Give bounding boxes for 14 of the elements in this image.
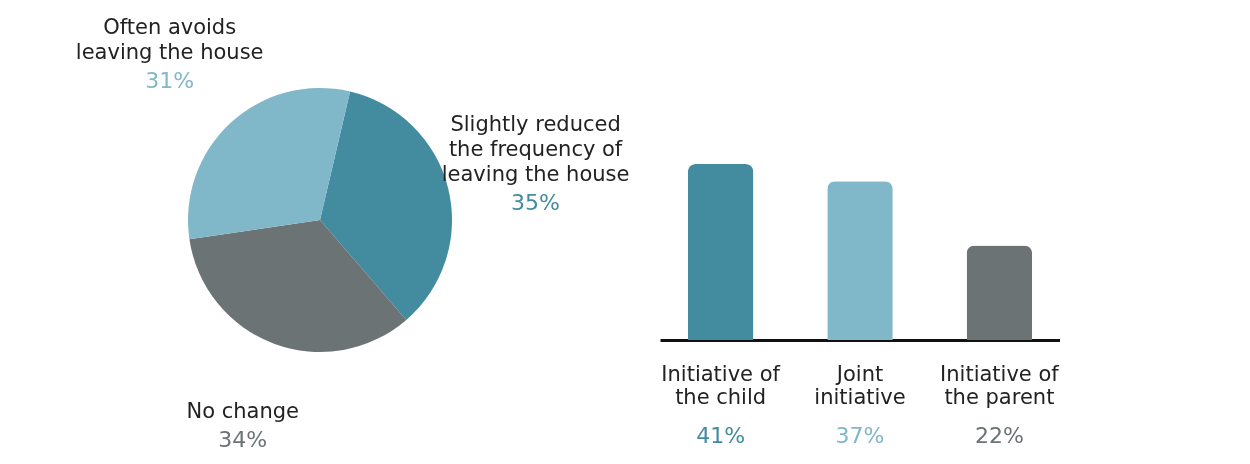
data-label: 34% [218, 426, 268, 452]
x-tick-label: Initiative of the parent [940, 362, 1060, 409]
data-label: 37% [835, 423, 885, 448]
pie-slice [189, 220, 407, 352]
data-label: 41% [696, 423, 746, 448]
x-tick-label: Joint initiative [814, 362, 906, 409]
data-label: 35% [511, 190, 561, 216]
slice-label: Slightly reduced the frequency of leaving the house [441, 112, 630, 187]
slice-label: Often avoids leaving the house [75, 14, 264, 64]
data-label: 31% [145, 67, 195, 93]
slice-label: No change [186, 398, 299, 423]
pie-slice [188, 88, 351, 240]
data-label: 22% [974, 423, 1024, 448]
x-tick-label: Initiative of the child [661, 362, 781, 409]
